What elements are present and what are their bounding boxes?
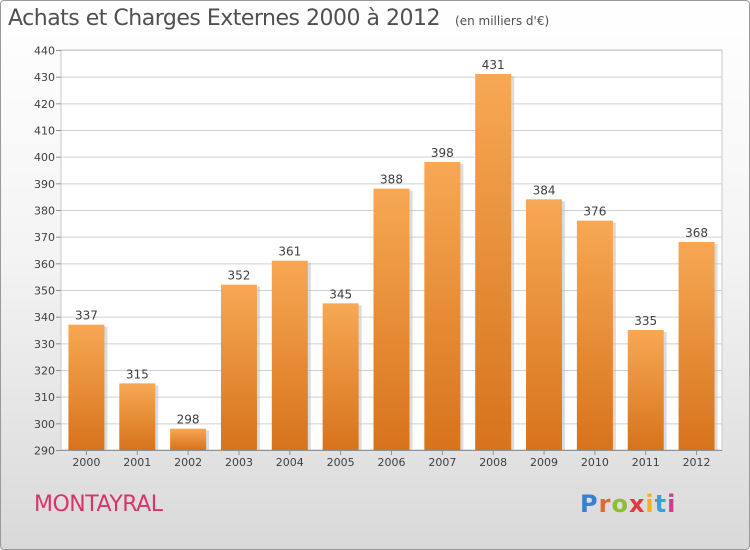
commune-name: MONTAYRAL: [34, 492, 163, 517]
y-tick-label: 330: [34, 338, 55, 351]
brand-letter: o: [611, 490, 629, 518]
data-label: 384: [533, 183, 556, 197]
data-label: 337: [75, 309, 98, 323]
data-label: 398: [431, 146, 454, 160]
x-tick-label: 2006: [378, 456, 406, 469]
x-tick-label: 2010: [581, 456, 609, 469]
x-tick-label: 2008: [479, 456, 507, 469]
bar: [475, 74, 512, 450]
bar: [322, 303, 359, 450]
bar: [424, 162, 461, 450]
brand-logo: Proxiti: [580, 490, 676, 518]
bar: [170, 428, 207, 450]
x-tick-label: 2005: [327, 456, 355, 469]
y-tick-label: 430: [34, 71, 55, 84]
x-tick-label: 2003: [225, 456, 253, 469]
brand-letter: r: [598, 490, 612, 518]
y-tick-label: 310: [34, 391, 55, 404]
data-label: 352: [228, 269, 251, 283]
data-label: 298: [177, 413, 200, 427]
x-tick-label: 2000: [72, 456, 100, 469]
y-tick-label: 380: [34, 205, 55, 218]
data-label: 388: [380, 173, 403, 187]
data-label: 335: [634, 314, 657, 328]
y-tick-label: 290: [34, 445, 55, 458]
data-label: 431: [482, 58, 505, 72]
y-tick-label: 420: [34, 98, 55, 111]
chart-unit-label: (en milliers d'€): [455, 14, 550, 28]
y-tick-label: 370: [34, 231, 55, 244]
y-tick-label: 320: [34, 365, 55, 378]
y-tick-label: 360: [34, 258, 55, 271]
bar: [68, 324, 105, 450]
y-tick-label: 400: [34, 151, 55, 164]
chart-title: Achats et Charges Externes 2000 à 2012: [8, 6, 440, 31]
brand-letter: x: [628, 490, 646, 518]
data-label: 315: [126, 367, 149, 381]
x-tick-label: 2011: [632, 456, 660, 469]
y-tick-label: 300: [34, 418, 55, 431]
x-tick-label: 2009: [530, 456, 558, 469]
data-label: 376: [583, 205, 606, 219]
data-label: 345: [329, 287, 352, 301]
x-tick-label: 2012: [683, 456, 711, 469]
bar: [373, 188, 410, 450]
bar: [526, 199, 563, 450]
y-tick-label: 340: [34, 311, 55, 324]
bar: [678, 242, 715, 450]
bar: [627, 330, 664, 450]
y-tick-label: 350: [34, 285, 55, 298]
bar: [271, 260, 308, 450]
data-label: 361: [278, 245, 301, 259]
brand-letter: t: [654, 490, 668, 518]
y-tick-label: 440: [34, 45, 55, 58]
x-tick-label: 2002: [174, 456, 202, 469]
bar: [576, 220, 613, 450]
data-label: 368: [685, 226, 708, 240]
title-row: Achats et Charges Externes 2000 à 2012 (…: [8, 6, 549, 31]
y-tick-label: 410: [34, 125, 55, 138]
brand-letter: P: [580, 490, 599, 518]
bar: [220, 284, 257, 450]
bar: [119, 383, 156, 450]
x-tick-label: 2001: [123, 456, 151, 469]
x-tick-label: 2004: [276, 456, 304, 469]
x-tick-label: 2007: [428, 456, 456, 469]
brand-letter: i: [645, 490, 655, 518]
y-tick-label: 390: [34, 178, 55, 191]
brand-letter: i: [667, 490, 677, 518]
